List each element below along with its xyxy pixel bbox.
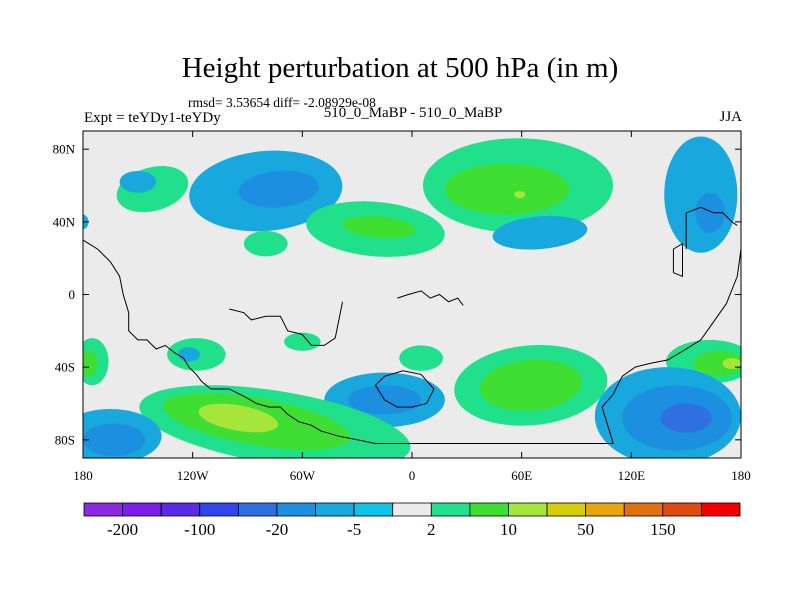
colorbar-label-0: -200 — [107, 520, 138, 539]
colorbar-swatch-6 — [315, 502, 355, 517]
colorbar-label-3: -5 — [347, 520, 361, 539]
coastline-4 — [685, 206, 738, 250]
contour-region-1 — [119, 170, 157, 193]
contour-region-28 — [83, 350, 98, 377]
chart-subtitle: rmsd= 3.53654 diff= -2.08929e-08 — [188, 95, 376, 110]
contour-region-17 — [399, 345, 444, 371]
colorbar-swatch-16 — [701, 502, 741, 517]
x-tick-label-5: 120E — [618, 468, 646, 483]
y-axis: 80N 40N 0 40S 80S — [53, 142, 741, 447]
colorbar-swatch-10 — [469, 502, 509, 517]
contour-region-6 — [243, 230, 288, 257]
colorbar-swatch-0 — [83, 502, 123, 517]
chart-title: Height perturbation at 500 hPa (in m) — [181, 52, 619, 84]
x-tick-label-4: 60E — [511, 468, 532, 483]
colorbar-label-2: -20 — [266, 520, 289, 539]
colorbar-swatch-15 — [662, 502, 702, 517]
contour-region-11 — [664, 136, 738, 253]
colorbar-swatch-14 — [623, 502, 664, 517]
colorbar-swatch-1 — [122, 502, 162, 517]
coastline-5 — [672, 242, 683, 278]
contour-region-26 — [83, 423, 146, 457]
colorbar-label-1: -100 — [184, 520, 215, 539]
coastline-layer — [83, 206, 741, 444]
x-tick-label-6: 180 — [731, 468, 751, 483]
y-tick-label-4: 80S — [55, 432, 75, 447]
contour-region-34 — [660, 403, 712, 433]
contour-region-8 — [444, 163, 570, 215]
case-label: 510_0_MaBP - 510_0_MaBP — [323, 105, 503, 121]
y-tick-label-1: 40N — [53, 214, 76, 229]
contour-regions — [83, 136, 741, 458]
coastline-2 — [397, 290, 464, 306]
contour-region-9 — [514, 190, 526, 199]
y-tick-label-0: 80N — [53, 142, 76, 157]
contour-region-5 — [342, 215, 416, 239]
coastline-0 — [83, 239, 741, 444]
colorbar-swatch-4 — [237, 502, 278, 517]
experiment-label: Expt = teYDy1-teYDy — [84, 110, 221, 126]
season-label: JJA — [719, 109, 742, 125]
contour-region-15 — [178, 347, 200, 362]
x-tick-label-3: 0 — [409, 468, 416, 483]
x-tick-label-0: 180 — [73, 468, 93, 483]
colorbar-label-7: 150 — [650, 520, 676, 539]
y-tick-label-3: 40S — [55, 360, 75, 375]
x-tick-label-2: 60W — [290, 468, 316, 483]
contour-region-10 — [492, 215, 588, 250]
contour-region-16 — [284, 332, 321, 351]
contour-region-31 — [722, 358, 741, 369]
colorbar-swatch-2 — [160, 502, 201, 517]
colorbar-label-5: 10 — [500, 520, 517, 539]
contour-region-30 — [693, 350, 741, 377]
coastline-3 — [374, 370, 435, 408]
contour-region-21 — [479, 359, 582, 412]
contour-region-12 — [695, 192, 725, 233]
colorbar-swatch-8 — [392, 502, 432, 517]
colorbar-label-4: 2 — [427, 520, 436, 539]
coastline-1 — [229, 301, 343, 346]
x-tick-label-1: 120W — [177, 468, 210, 483]
colorbar: -200 -100 -20 -5 2 10 50 150 — [83, 502, 741, 539]
colorbar-swatch-11 — [508, 502, 548, 517]
y-tick-label-2: 0 — [69, 287, 76, 302]
colorbar-swatch-13 — [585, 502, 625, 517]
colorbar-swatch-12 — [546, 502, 587, 517]
x-axis: 180 120W 60W 0 60E 120E 180 — [73, 131, 751, 483]
contour-region-24 — [198, 403, 279, 433]
colorbar-swatch-7 — [353, 502, 394, 517]
colorbar-label-6: 50 — [577, 520, 594, 539]
contour-region-3 — [238, 170, 319, 208]
colorbar-swatch-9 — [430, 502, 471, 517]
colorbar-swatch-5 — [276, 502, 316, 517]
colorbar-swatch-3 — [199, 502, 239, 517]
